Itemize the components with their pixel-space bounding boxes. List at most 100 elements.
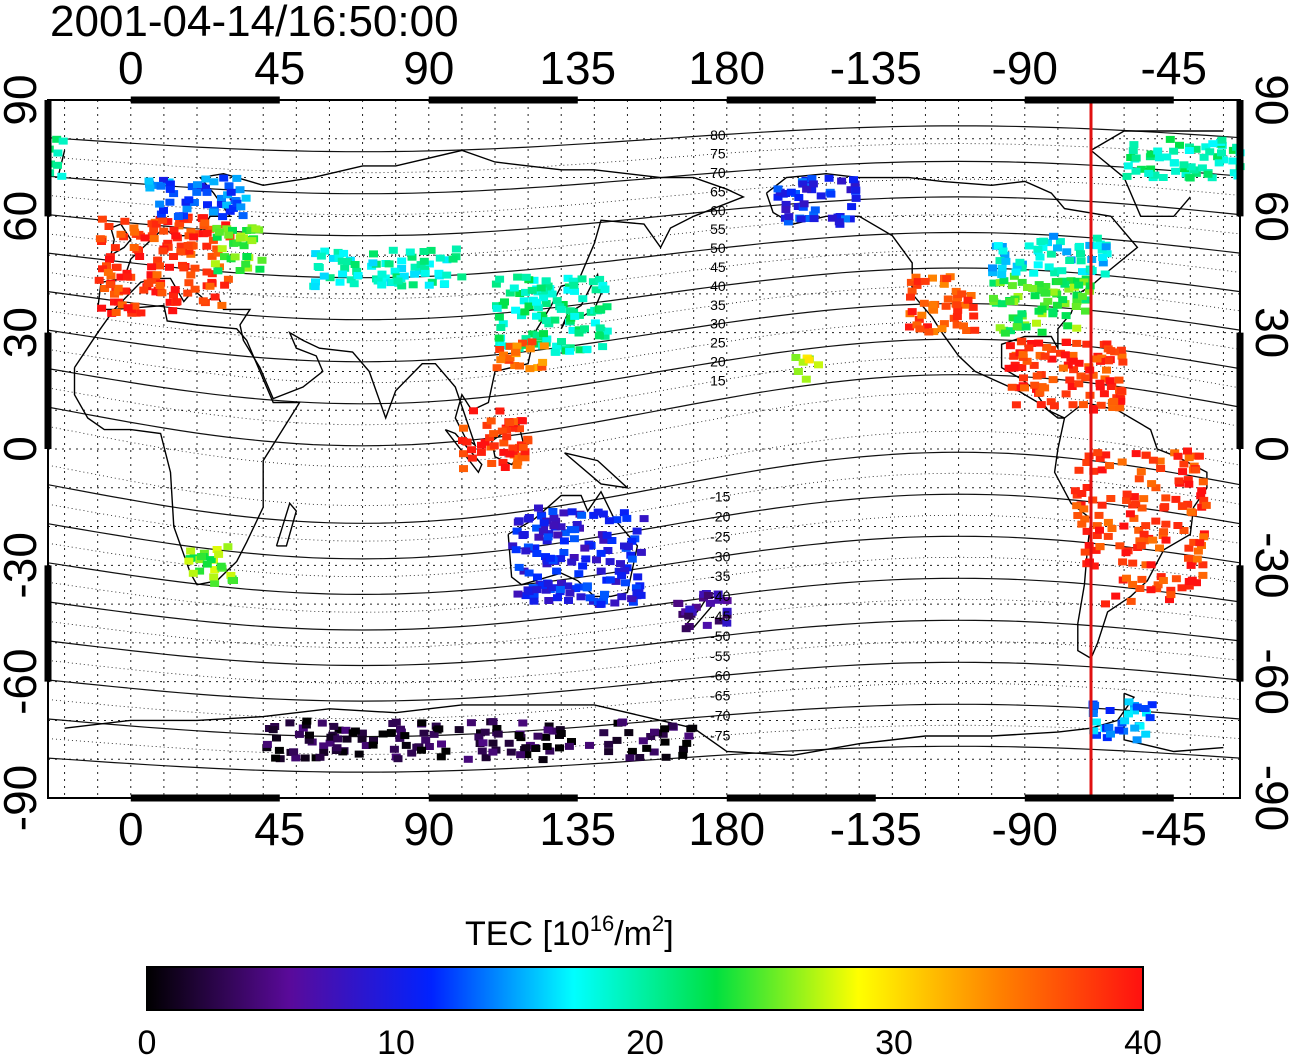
tec-cell xyxy=(541,586,551,594)
tec-cell xyxy=(1092,522,1102,530)
tec-cell xyxy=(658,730,668,738)
tec-cell xyxy=(514,517,524,525)
tec-cell xyxy=(1089,467,1099,475)
tec-cell xyxy=(182,205,192,213)
tec-cell xyxy=(555,744,564,752)
tec-cell xyxy=(610,599,620,607)
tec-cell xyxy=(1034,281,1044,289)
tec-cell xyxy=(100,285,110,292)
tec-cell xyxy=(595,324,605,332)
tec-cell xyxy=(521,288,530,296)
tec-cell xyxy=(581,555,591,563)
tec-cell xyxy=(407,253,417,261)
tec-cell xyxy=(1131,167,1141,175)
tec-cell xyxy=(1146,150,1156,158)
tec-cell xyxy=(410,263,420,271)
tec-cell xyxy=(353,272,363,279)
tec-cell xyxy=(140,234,150,242)
tec-cell xyxy=(1102,250,1112,258)
tec-cell xyxy=(158,247,168,255)
tec-cell xyxy=(208,208,218,216)
tec-cell xyxy=(1136,542,1146,550)
tec-cell xyxy=(163,218,173,226)
tec-cell xyxy=(495,275,505,283)
tec-cell xyxy=(106,272,116,280)
tec-cell xyxy=(214,228,224,236)
tec-cell xyxy=(543,726,553,734)
tec-cell xyxy=(1115,404,1125,412)
tec-cell xyxy=(1048,308,1058,316)
tec-cell xyxy=(496,324,506,331)
tec-cell xyxy=(722,611,732,619)
tec-cell xyxy=(625,754,635,762)
tec-cell xyxy=(627,555,637,563)
tec-cell xyxy=(593,508,603,516)
tec-cell xyxy=(929,306,939,314)
tec-cell xyxy=(236,203,246,211)
colorbar-title: TEC [1016/m2] xyxy=(465,911,674,953)
tec-cell xyxy=(1072,291,1082,299)
tec-cell xyxy=(997,300,1007,308)
tec-cell xyxy=(532,298,542,306)
tec-cell xyxy=(435,254,445,262)
tec-cell xyxy=(424,743,434,750)
tec-cell xyxy=(219,174,229,182)
tec-cell xyxy=(1184,454,1194,462)
longitude-tick-label: -45 xyxy=(1141,803,1207,855)
tec-cell xyxy=(1029,269,1039,277)
tec-cell xyxy=(417,719,427,727)
tec-cell xyxy=(319,742,329,750)
tec-cell xyxy=(1095,543,1105,551)
magnetic-latitude-contour xyxy=(47,556,1241,613)
tec-cell xyxy=(517,452,527,460)
magnetic-latitude-contour xyxy=(47,125,1241,153)
tec-cell xyxy=(1089,706,1098,714)
tec-cell xyxy=(612,516,622,524)
tec-cell xyxy=(1013,316,1023,324)
tec-cell xyxy=(850,180,860,188)
tec-cell xyxy=(533,732,543,740)
tec-cell xyxy=(377,281,387,289)
tec-cell xyxy=(377,270,387,278)
tec-cell xyxy=(232,174,242,182)
tec-cell xyxy=(1141,451,1151,459)
tec-cell xyxy=(1161,494,1171,502)
tec-cell xyxy=(412,743,422,751)
tec-cell xyxy=(489,442,499,450)
tec-cell xyxy=(238,212,248,220)
tec-cell xyxy=(1061,312,1071,320)
tec-cell xyxy=(213,249,223,257)
tec-cell xyxy=(514,732,524,739)
tec-cell xyxy=(478,739,488,747)
tec-cell xyxy=(400,732,410,740)
tec-cell xyxy=(268,726,278,734)
tec-cell xyxy=(228,226,237,234)
tec-cell xyxy=(210,260,220,268)
tec-cell xyxy=(591,286,601,294)
tec-cell xyxy=(538,756,548,764)
tec-cell xyxy=(542,317,551,325)
longitude-tick-label: 135 xyxy=(539,42,616,94)
tec-cell xyxy=(1119,522,1129,530)
tec-cell xyxy=(1101,451,1111,459)
tec-cell xyxy=(1050,269,1060,277)
tec-cell xyxy=(574,570,584,578)
tec-cell xyxy=(1106,730,1115,738)
colorbar-label-exponent-1: 16 xyxy=(590,911,614,936)
magnetic-latitude-contour xyxy=(47,472,1241,542)
tec-cell xyxy=(311,278,320,286)
tec-cell xyxy=(1128,147,1138,155)
tec-cell xyxy=(1171,495,1181,503)
tec-cell xyxy=(1098,254,1108,261)
tec-cell xyxy=(421,736,431,744)
tec-cell xyxy=(605,576,615,584)
tec-cell xyxy=(518,339,527,347)
tec-cell xyxy=(650,728,659,736)
tec-cell xyxy=(537,363,547,371)
tec-cell xyxy=(713,590,723,598)
tec-cell xyxy=(488,739,498,747)
tec-cell xyxy=(594,332,604,340)
tec-cell xyxy=(538,581,548,589)
tec-cell xyxy=(532,331,542,339)
tec-cell xyxy=(997,264,1007,272)
